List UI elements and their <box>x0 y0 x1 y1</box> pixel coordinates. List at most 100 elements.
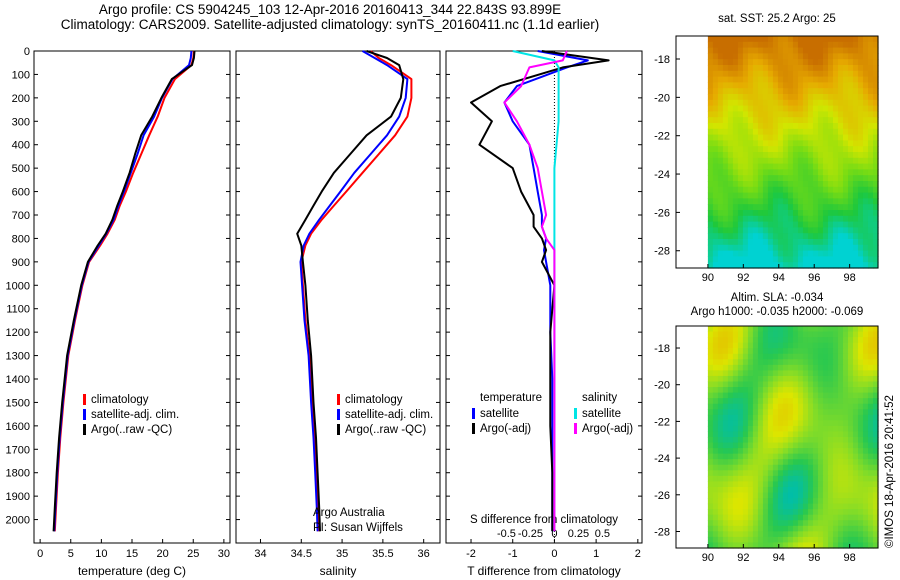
sst-map-cell <box>717 244 724 252</box>
sla-map-cell <box>817 353 824 360</box>
sla-map-cell <box>797 403 804 410</box>
sst-map-cell <box>842 239 849 246</box>
sst-map-cell <box>722 239 729 246</box>
sla-map-cell <box>777 531 784 538</box>
sla-map-cell <box>737 498 744 505</box>
sst-map-cell <box>792 47 799 54</box>
sla-map-cell <box>852 509 859 516</box>
sla-map-cell <box>867 370 874 377</box>
sla-map-cell <box>767 326 774 333</box>
sla-map-cell <box>737 442 744 449</box>
sla-map-cell <box>717 392 724 399</box>
sst-map-cell <box>852 53 859 60</box>
sst-map-cell <box>812 111 819 118</box>
sst-map-cell <box>812 227 819 234</box>
sla-map-cell <box>752 409 759 416</box>
sst-map-cell <box>822 221 829 228</box>
sla-map-cell <box>727 370 734 377</box>
sst-map-cell <box>737 105 744 112</box>
sla-map-cell <box>817 409 824 416</box>
sst-map-cell <box>822 123 829 130</box>
sst-map-cell <box>807 215 814 223</box>
sst-map-cell <box>797 244 804 252</box>
sst-map-cell <box>812 262 819 269</box>
sla-map-cell <box>787 459 794 466</box>
sla-map-cell <box>842 431 849 438</box>
sla-map-cell <box>757 398 764 405</box>
sla-map-cell <box>817 437 824 444</box>
sst-map-cell <box>792 204 799 211</box>
sla-map-cell <box>727 326 734 333</box>
sst-map-cell <box>772 221 779 228</box>
sla-map-cell <box>717 370 724 377</box>
sla-map-cell <box>762 459 769 466</box>
sst-map-cell <box>727 94 734 101</box>
sla-map-cell <box>752 342 759 349</box>
sst-map-cell <box>807 36 814 43</box>
sla-map-cell <box>762 531 769 538</box>
sst-map-cell <box>862 221 869 228</box>
sla-map-cell <box>857 348 864 355</box>
sla-map-cell <box>862 542 869 549</box>
sla-map-cell <box>772 525 779 532</box>
sst-map-cell <box>737 239 744 246</box>
sla-map-cell <box>797 420 804 427</box>
sla-map-cell <box>767 381 774 388</box>
sla-map-cell <box>752 398 759 405</box>
sst-map-cell <box>712 181 719 188</box>
sst-map-cell <box>807 175 814 182</box>
sst-map-cell <box>737 111 744 118</box>
sla-map-cell <box>742 431 749 438</box>
sst-map-cell <box>757 198 764 205</box>
sla-map-cell <box>707 326 714 333</box>
sla-map-cell <box>782 387 789 394</box>
salinity-tick-label: 35.5 <box>372 548 393 560</box>
sla-map-cell <box>787 509 794 516</box>
sst-map-cell <box>787 47 794 54</box>
sst-map-cell <box>822 250 829 257</box>
sst-map-cell <box>867 146 874 153</box>
sst-map-cell <box>847 244 854 252</box>
sst-map-cell <box>747 82 754 89</box>
sst-map-cell <box>752 94 759 101</box>
sst-map-cell <box>737 94 744 101</box>
sla-map-cell <box>747 425 754 433</box>
sst-map-cell <box>873 140 879 147</box>
sst-map-cell <box>742 59 749 66</box>
sst-map-cell <box>762 53 769 60</box>
sla-map-cell <box>742 498 749 505</box>
salinity-panel: 34 34.5 35 35.5 36salinityclimatologysatelli… <box>235 50 441 578</box>
sst-map-cell <box>852 221 859 228</box>
sst-map-cell <box>782 70 789 78</box>
sst-map-cell <box>782 123 789 130</box>
sla-map-cell <box>792 520 799 527</box>
sst-map-cell <box>732 123 739 130</box>
sla-map-cell <box>737 542 744 549</box>
sla-map-cell <box>847 486 854 494</box>
sla-map-cell <box>873 425 879 433</box>
sla-map-cell <box>737 375 744 383</box>
sla-map-cell <box>767 387 774 394</box>
sst-map-cell <box>852 256 859 263</box>
sst-map-cell <box>802 41 809 49</box>
sla-map-cell <box>762 398 769 405</box>
sla-map-cell <box>742 486 749 494</box>
sla-map-cell <box>837 536 844 544</box>
sst-map-cell <box>762 134 769 141</box>
sst-map-cell <box>742 117 749 124</box>
sst-map-cell <box>847 169 854 176</box>
sla-map-cell <box>712 492 719 499</box>
sla-map-cell <box>842 520 849 527</box>
sla-map-cell <box>707 370 714 377</box>
sst-map-cell <box>807 70 814 78</box>
sla-map-cell <box>857 498 864 505</box>
sla-map-cell <box>777 431 784 438</box>
sst-map-cell <box>787 76 794 83</box>
sst-map-cell <box>862 88 869 95</box>
sst-map-cell <box>717 146 724 153</box>
sla-map-frame <box>675 325 879 549</box>
sla-map-cell <box>807 337 814 344</box>
sst-map-cell <box>832 169 839 176</box>
sst-map-cell <box>752 227 759 234</box>
sla-map-cell <box>767 514 774 521</box>
